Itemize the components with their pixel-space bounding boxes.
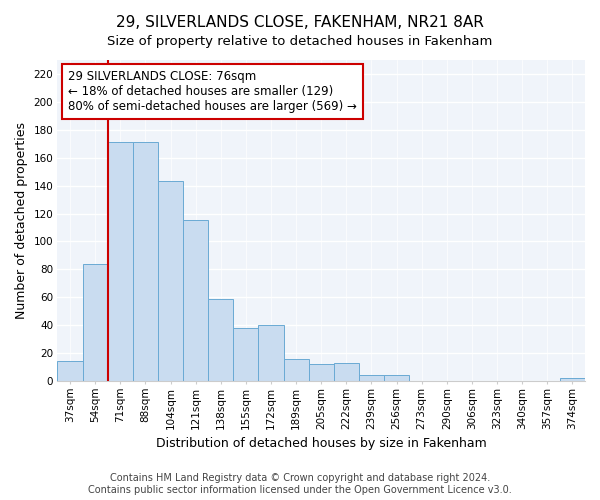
Text: Size of property relative to detached houses in Fakenham: Size of property relative to detached ho… — [107, 35, 493, 48]
Bar — [208, 298, 233, 381]
Bar — [259, 325, 284, 381]
Bar — [334, 363, 359, 381]
Bar — [108, 142, 133, 381]
Bar — [308, 364, 334, 381]
Y-axis label: Number of detached properties: Number of detached properties — [15, 122, 28, 319]
Text: 29, SILVERLANDS CLOSE, FAKENHAM, NR21 8AR: 29, SILVERLANDS CLOSE, FAKENHAM, NR21 8A… — [116, 15, 484, 30]
X-axis label: Distribution of detached houses by size in Fakenham: Distribution of detached houses by size … — [156, 437, 487, 450]
Text: 29 SILVERLANDS CLOSE: 76sqm
← 18% of detached houses are smaller (129)
80% of se: 29 SILVERLANDS CLOSE: 76sqm ← 18% of det… — [68, 70, 357, 112]
Bar — [133, 142, 158, 381]
Bar — [233, 328, 259, 381]
Bar — [359, 376, 384, 381]
Bar — [384, 376, 409, 381]
Bar — [58, 362, 83, 381]
Bar — [284, 358, 308, 381]
Bar — [560, 378, 585, 381]
Text: Contains HM Land Registry data © Crown copyright and database right 2024.
Contai: Contains HM Land Registry data © Crown c… — [88, 474, 512, 495]
Bar — [158, 182, 183, 381]
Bar — [83, 264, 108, 381]
Bar — [183, 220, 208, 381]
